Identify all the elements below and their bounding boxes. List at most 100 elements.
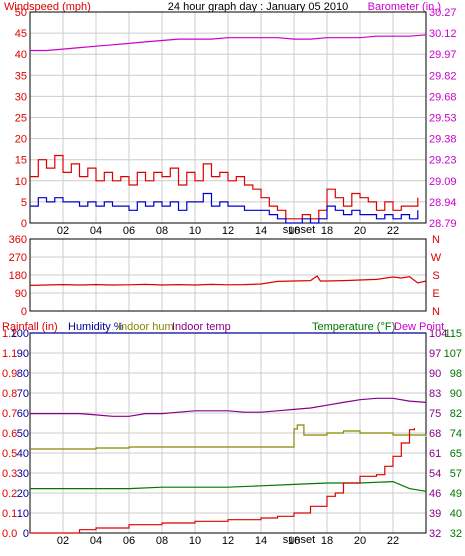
climate-panel-x-tick-label: 14 (255, 535, 267, 547)
series-wind_max (30, 154, 419, 220)
temperature-y-tick-label: 65 (450, 448, 462, 460)
climate-panel-x-tick-label: 12 (222, 535, 234, 547)
series-indoor_temp (30, 397, 427, 417)
temperature-y-tick-label: 98 (450, 368, 462, 380)
wind-y-tick-label: 0 (21, 218, 27, 230)
humidity-y-tick-label: 70 (17, 388, 29, 400)
indoor-temp-y-tick-label: 46 (429, 488, 441, 500)
barometer-axis-label: Barometer (in.) (368, 1, 441, 13)
direction-y-tick-label: 360 (9, 234, 27, 246)
climate-panel-x-tick-label: 22 (387, 535, 399, 547)
temperature-y-tick-label: 49 (450, 488, 462, 500)
series-wind_avg (30, 192, 419, 224)
indoor-temp-y-tick-label: 83 (429, 388, 441, 400)
series-rain (30, 428, 415, 534)
climate-panel-x-tick-label: 02 (57, 535, 69, 547)
climate-panel-x-tick-label: 16 (288, 535, 300, 547)
rain-y-tick-label: 0.0 (2, 528, 17, 540)
indoor-temp-axis-label: Indoor temp (172, 321, 231, 333)
wind-y-tick-label: 15 (15, 155, 27, 167)
rain-y-tick-label: 1.2 (2, 328, 17, 340)
compass-label: S (432, 270, 439, 282)
barometer-y-tick-label: 29.82 (429, 70, 457, 82)
wind-y-tick-label: 10 (15, 176, 27, 188)
temperature-y-tick-label: 115 (444, 328, 462, 340)
direction-panel-frame (29, 238, 427, 312)
wind-y-tick-label: 50 (15, 7, 27, 19)
series-indoor_hum (30, 424, 427, 450)
wind-y-tick-label: 40 (15, 49, 27, 61)
wind-y-tick-label: 20 (15, 134, 27, 146)
barometer-y-tick-label: 29.97 (429, 49, 457, 61)
temperature-y-tick-label: 40 (450, 508, 462, 520)
barometer-y-tick-label: 30.12 (429, 28, 457, 40)
rain-y-tick-label: 0.5 (2, 448, 17, 460)
barometer-y-tick-label: 29.38 (429, 134, 457, 146)
rain-y-tick-label: 0.2 (2, 488, 17, 500)
rain-y-tick-label: 0.3 (2, 468, 17, 480)
indoor-temp-y-tick-label: 61 (429, 448, 441, 460)
temperature-y-tick-label: 107 (444, 348, 462, 360)
wind-panel-x-tick-label: 04 (90, 225, 102, 237)
rain-y-tick-label: 0.9 (2, 368, 17, 380)
rain-y-tick-label: 1.1 (2, 348, 17, 360)
compass-label: E (432, 288, 439, 300)
wind-panel-x-tick-label: 02 (57, 225, 69, 237)
wind-panel-x-tick-label: 10 (189, 225, 201, 237)
humidity-y-tick-label: 100 (11, 328, 29, 340)
humidity-y-tick-label: 50 (17, 428, 29, 440)
humidity-y-tick-label: 30 (17, 468, 29, 480)
barometer-y-tick-label: 30.27 (429, 7, 457, 19)
series-barometer (30, 34, 427, 52)
compass-label: W (431, 252, 442, 264)
wind-panel-x-tick-label: 18 (321, 225, 333, 237)
wind-y-tick-label: 5 (21, 197, 27, 209)
wind-panel-frame (29, 11, 427, 224)
wind-panel-x-tick-label: 12 (222, 225, 234, 237)
barometer-y-tick-label: 29.09 (429, 176, 457, 188)
temperature-y-tick-label: 74 (450, 428, 462, 440)
humidity-y-tick-label: 0 (23, 528, 29, 540)
humidity-y-tick-label: 10 (17, 508, 29, 520)
direction-y-tick-label: 90 (15, 288, 27, 300)
humidity-y-tick-label: 80 (17, 368, 29, 380)
humidity-y-tick-label: 90 (17, 348, 29, 360)
barometer-y-tick-label: 29.53 (429, 113, 457, 125)
indoor-hum-axis-label: Indoor hum (118, 321, 174, 333)
indoor-temp-y-tick-label: 32 (429, 528, 441, 540)
climate-panel-sunset-label: sunset (283, 534, 315, 546)
windspeed-axis-label: Windspeed (mph) (4, 1, 91, 13)
rain-y-tick-label: 0.8 (2, 388, 17, 400)
climate-panel-x-tick-label: 08 (156, 535, 168, 547)
humidity-axis-label: Humidity % (68, 321, 124, 333)
direction-y-tick-label: 180 (9, 270, 27, 282)
direction-y-tick-label: 0 (21, 306, 27, 318)
chart-title: 24 hour graph day : January 05 2010 (168, 1, 348, 13)
temperature-y-tick-label: 90 (450, 388, 462, 400)
temperature-y-tick-label: 82 (450, 408, 462, 420)
barometer-y-tick-label: 28.94 (429, 197, 457, 209)
wind-panel-x-tick-label: 22 (387, 225, 399, 237)
wind-y-tick-label: 25 (15, 113, 27, 125)
indoor-temp-y-tick-label: 97 (429, 348, 441, 360)
climate-panel-x-tick-label: 20 (354, 535, 366, 547)
direction-y-tick-label: 270 (9, 252, 27, 264)
wind-panel-x-tick-label: 20 (354, 225, 366, 237)
rain-y-tick-label: 0.1 (2, 508, 17, 520)
wind-y-tick-label: 30 (15, 91, 27, 103)
climate-panel-x-tick-label: 18 (321, 535, 333, 547)
rain-y-tick-label: 0.6 (2, 428, 17, 440)
wind-panel-sunset-label: sunset (283, 224, 315, 236)
indoor-temp-y-tick-label: 68 (429, 428, 441, 440)
rain-y-tick-label: 0.7 (2, 408, 17, 420)
wind-y-tick-label: 45 (15, 28, 27, 40)
humidity-y-tick-label: 60 (17, 408, 29, 420)
humidity-y-tick-label: 40 (17, 448, 29, 460)
indoor-temp-y-tick-label: 90 (429, 368, 441, 380)
barometer-y-tick-label: 29.68 (429, 91, 457, 103)
wind-panel-x-tick-label: 14 (255, 225, 267, 237)
barometer-y-tick-label: 29.23 (429, 155, 457, 167)
wind-panel-x-tick-label: 16 (288, 225, 300, 237)
barometer-y-tick-label: 28.79 (429, 218, 457, 230)
